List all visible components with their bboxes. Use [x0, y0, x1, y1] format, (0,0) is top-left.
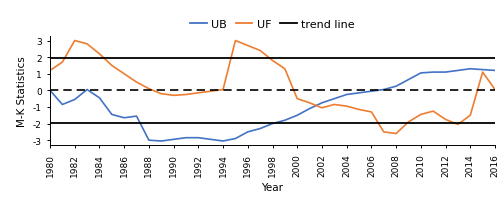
UB [381, 89, 387, 91]
UF [196, 92, 202, 95]
UF [319, 107, 325, 109]
UF [96, 53, 102, 56]
UB [245, 131, 251, 134]
UB [257, 128, 263, 130]
UF [332, 104, 338, 106]
UB [480, 69, 486, 72]
UF [245, 45, 251, 47]
UB [170, 138, 176, 141]
UF [158, 93, 164, 95]
UB [294, 115, 300, 117]
UB [418, 72, 424, 75]
UF [418, 114, 424, 116]
UF [381, 131, 387, 134]
UB [121, 117, 127, 119]
UB [146, 139, 152, 142]
UB [183, 137, 189, 139]
UB [60, 104, 66, 106]
UB [492, 70, 498, 72]
Y-axis label: M-K Statistics: M-K Statistics [17, 56, 27, 126]
UF [368, 111, 374, 114]
Line: UF: UF [50, 41, 495, 134]
UB [356, 92, 362, 95]
Legend: UB, UF, trend line: UB, UF, trend line [190, 20, 355, 30]
UB [319, 102, 325, 104]
UF [208, 90, 214, 93]
UB [134, 115, 140, 118]
UF [257, 50, 263, 53]
UB [109, 114, 115, 116]
UF [455, 124, 461, 126]
UB [344, 94, 349, 96]
UB [468, 68, 473, 71]
UB [406, 79, 411, 81]
UF [306, 102, 312, 104]
UF [344, 105, 349, 108]
UB [220, 140, 226, 143]
UF [146, 88, 152, 90]
UB [430, 72, 436, 74]
UF [220, 89, 226, 91]
UF [121, 73, 127, 76]
UB [455, 70, 461, 72]
UF [282, 68, 288, 71]
UF [468, 115, 473, 117]
UF [183, 94, 189, 96]
UF [294, 98, 300, 100]
UB [332, 98, 338, 100]
UF [356, 109, 362, 111]
UF [270, 60, 276, 62]
UB [368, 90, 374, 93]
UF [47, 70, 53, 72]
UB [96, 97, 102, 100]
UB [232, 138, 238, 140]
UB [393, 86, 399, 88]
UF [109, 65, 115, 67]
UB [442, 72, 448, 74]
UF [442, 119, 448, 121]
UF [84, 43, 90, 46]
UF [60, 62, 66, 64]
UB [158, 140, 164, 143]
UB [282, 119, 288, 122]
UB [84, 89, 90, 91]
UB [196, 137, 202, 139]
X-axis label: Year: Year [262, 182, 283, 192]
UF [72, 40, 78, 43]
UF [170, 95, 176, 97]
UB [47, 90, 53, 92]
UB [72, 99, 78, 101]
UF [480, 72, 486, 74]
UB [306, 108, 312, 110]
UF [232, 40, 238, 43]
UF [492, 89, 498, 91]
UF [406, 121, 411, 123]
UF [393, 133, 399, 135]
Line: UB: UB [50, 69, 495, 141]
UB [270, 123, 276, 125]
UF [430, 110, 436, 113]
UB [208, 138, 214, 141]
UF [134, 81, 140, 84]
